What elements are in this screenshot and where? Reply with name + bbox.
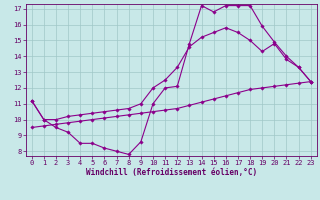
- X-axis label: Windchill (Refroidissement éolien,°C): Windchill (Refroidissement éolien,°C): [86, 168, 257, 177]
